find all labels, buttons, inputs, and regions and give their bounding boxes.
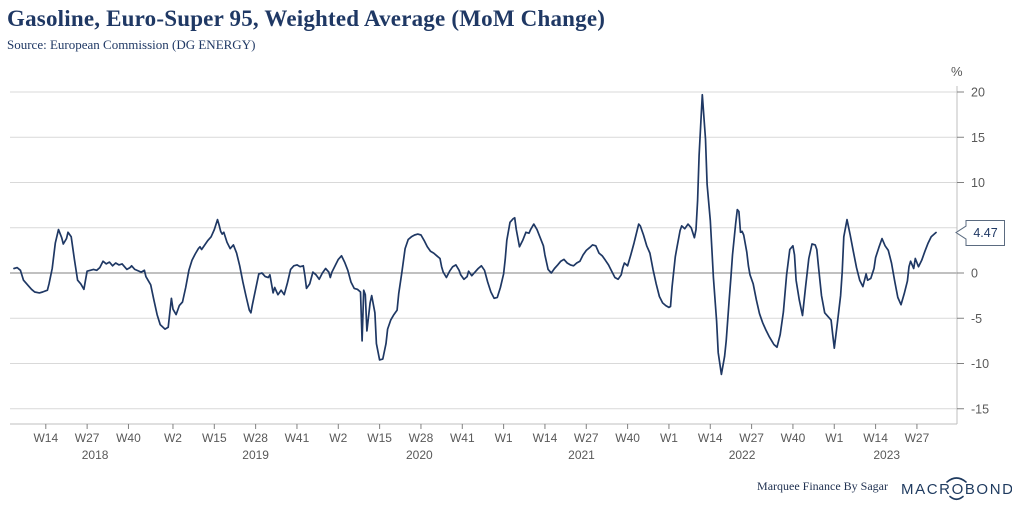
last-value-label: 4.47 (973, 226, 997, 240)
x-tick-label: W2 (164, 431, 182, 445)
y-tick-label: 0 (971, 267, 978, 281)
x-year-label: 2020 (406, 448, 433, 462)
x-tick-label: W14 (33, 431, 58, 445)
x-tick-label: W15 (202, 431, 227, 445)
x-year-label: 2019 (242, 448, 269, 462)
y-tick-label: 20 (971, 86, 985, 100)
x-tick-label: W28 (409, 431, 434, 445)
y-tick-label: -5 (971, 312, 982, 326)
x-tick-label: W2 (329, 431, 347, 445)
x-year-label: 2018 (82, 448, 109, 462)
x-tick-label: W14 (698, 431, 723, 445)
x-tick-label: W40 (116, 431, 141, 445)
macrobond-logo-arc-top (946, 477, 967, 483)
macrobond-logo-arc-bottom (949, 495, 964, 501)
macrobond-logo: MACROBOND (901, 477, 1012, 501)
x-tick-label: W14 (533, 431, 558, 445)
x-year-label: 2023 (873, 448, 900, 462)
x-tick-label: W27 (905, 431, 930, 445)
y-tick-label: 15 (971, 131, 985, 145)
x-tick-label: W27 (574, 431, 599, 445)
y-axis-unit-label: % (951, 64, 963, 79)
y-tick-label: -15 (971, 402, 989, 416)
y-tick-label: -10 (971, 357, 989, 371)
x-tick-label: W1 (495, 431, 513, 445)
x-year-label: 2022 (729, 448, 756, 462)
macrobond-logo-text: MACROBOND (901, 481, 1012, 498)
x-tick-label: W41 (450, 431, 475, 445)
y-tick-label: 10 (971, 176, 985, 190)
x-year-label: 2021 (568, 448, 595, 462)
page-title: Gasoline, Euro-Super 95, Weighted Averag… (7, 6, 606, 31)
source-note: Source: European Commission (DG ENERGY) (7, 37, 256, 52)
x-tick-label: W40 (615, 431, 640, 445)
credit-text: Marquee Finance By Sagar (757, 479, 888, 493)
x-tick-label: W1 (660, 431, 678, 445)
x-tick-label: W27 (75, 431, 100, 445)
x-tick-label: W27 (739, 431, 764, 445)
last-value-callout (955, 220, 1005, 247)
mom-change-line (13, 93, 937, 376)
x-tick-label: W41 (285, 431, 310, 445)
x-tick-label: W1 (825, 431, 843, 445)
x-tick-label: W28 (243, 431, 268, 445)
x-tick-label: W40 (781, 431, 806, 445)
x-tick-label: W15 (367, 431, 392, 445)
x-tick-label: W14 (863, 431, 888, 445)
